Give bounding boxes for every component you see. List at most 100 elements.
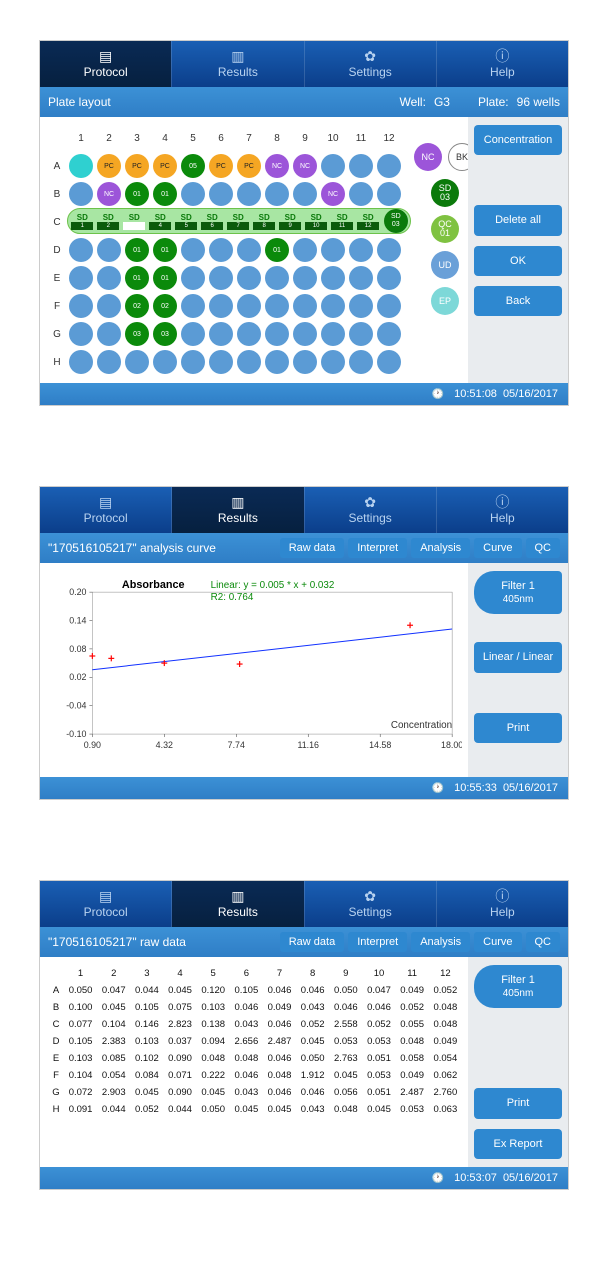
subtab-interpret[interactable]: Interpret xyxy=(348,932,407,952)
tab-protocol[interactable]: ▤Protocol xyxy=(40,487,171,533)
exreport-button[interactable]: Ex Report xyxy=(474,1129,562,1159)
tab-results[interactable]: ▥Results xyxy=(172,41,303,87)
well[interactable]: 03 xyxy=(125,322,149,346)
well[interactable]: PC xyxy=(237,154,261,178)
well[interactable]: 02 xyxy=(153,294,177,318)
well[interactable]: PC xyxy=(153,154,177,178)
well[interactable] xyxy=(293,294,317,318)
subtab-analysis[interactable]: Analysis xyxy=(411,932,470,952)
well[interactable]: NC xyxy=(265,154,289,178)
well[interactable] xyxy=(97,266,121,290)
well[interactable] xyxy=(349,266,373,290)
well[interactable] xyxy=(349,154,373,178)
well[interactable]: 01 xyxy=(265,238,289,262)
tab-protocol[interactable]: ▤Protocol xyxy=(40,41,171,87)
well[interactable] xyxy=(293,350,317,374)
well[interactable] xyxy=(321,350,345,374)
well[interactable] xyxy=(237,182,261,206)
well[interactable]: 05 xyxy=(181,154,205,178)
well[interactable] xyxy=(265,294,289,318)
well[interactable]: 03 xyxy=(153,322,177,346)
well[interactable] xyxy=(321,294,345,318)
well[interactable] xyxy=(377,154,401,178)
tab-settings[interactable]: ✿Settings xyxy=(305,881,436,927)
well[interactable] xyxy=(209,294,233,318)
well[interactable] xyxy=(377,294,401,318)
legend-qc[interactable]: QC 01 xyxy=(431,215,459,243)
subtab-raw-data[interactable]: Raw data xyxy=(280,932,344,952)
subtab-analysis[interactable]: Analysis xyxy=(411,538,470,558)
well[interactable]: 01 xyxy=(125,238,149,262)
tab-help[interactable]: ⓘHelp xyxy=(437,487,568,533)
subtab-curve[interactable]: Curve xyxy=(474,932,521,952)
well[interactable] xyxy=(209,238,233,262)
tab-help[interactable]: ⓘHelp xyxy=(437,41,568,87)
well[interactable] xyxy=(97,322,121,346)
tab-results[interactable]: ▥Results xyxy=(172,881,303,927)
well[interactable] xyxy=(69,266,93,290)
well[interactable] xyxy=(265,350,289,374)
well[interactable] xyxy=(181,266,205,290)
well[interactable] xyxy=(69,238,93,262)
well[interactable] xyxy=(377,322,401,346)
well[interactable] xyxy=(265,322,289,346)
well[interactable] xyxy=(181,322,205,346)
well[interactable] xyxy=(181,238,205,262)
legend-ud[interactable]: UD xyxy=(431,251,459,279)
well[interactable] xyxy=(209,182,233,206)
well[interactable]: PC xyxy=(125,154,149,178)
well[interactable] xyxy=(237,322,261,346)
well[interactable]: NC xyxy=(293,154,317,178)
well[interactable] xyxy=(69,322,93,346)
well[interactable]: 01 xyxy=(125,266,149,290)
well[interactable] xyxy=(293,182,317,206)
well[interactable] xyxy=(125,350,149,374)
print-button[interactable]: Print xyxy=(474,713,562,743)
back-button[interactable]: Back xyxy=(474,286,562,316)
well[interactable] xyxy=(321,154,345,178)
well[interactable] xyxy=(69,294,93,318)
well[interactable] xyxy=(97,294,121,318)
well[interactable] xyxy=(321,266,345,290)
well[interactable]: 01 xyxy=(153,266,177,290)
well[interactable] xyxy=(293,266,317,290)
well[interactable] xyxy=(209,266,233,290)
filter1-button[interactable]: Filter 1405nm xyxy=(474,571,562,614)
well[interactable] xyxy=(69,154,93,178)
well[interactable] xyxy=(349,322,373,346)
well[interactable] xyxy=(181,294,205,318)
delete-all-button[interactable]: Delete all xyxy=(474,205,562,235)
well[interactable] xyxy=(349,294,373,318)
well[interactable] xyxy=(237,266,261,290)
well[interactable] xyxy=(265,182,289,206)
well[interactable] xyxy=(209,322,233,346)
sd-ruler[interactable]: SD1SD2SD3SD4SD5SD6SD7SD8SD9SD10SD11SD12S… xyxy=(67,208,411,234)
well[interactable]: PC xyxy=(209,154,233,178)
well[interactable] xyxy=(377,238,401,262)
subtab-interpret[interactable]: Interpret xyxy=(348,538,407,558)
legend-ep[interactable]: EP xyxy=(431,287,459,315)
ok-button[interactable]: OK xyxy=(474,246,562,276)
tab-results[interactable]: ▥Results xyxy=(172,487,303,533)
well[interactable] xyxy=(69,182,93,206)
tab-protocol[interactable]: ▤Protocol xyxy=(40,881,171,927)
well[interactable] xyxy=(377,266,401,290)
subtab-curve[interactable]: Curve xyxy=(474,538,521,558)
well[interactable]: 02 xyxy=(125,294,149,318)
well[interactable] xyxy=(237,350,261,374)
well[interactable]: NC xyxy=(321,182,345,206)
tab-help[interactable]: ⓘHelp xyxy=(437,881,568,927)
well[interactable]: PC xyxy=(97,154,121,178)
well[interactable] xyxy=(237,238,261,262)
well[interactable] xyxy=(181,350,205,374)
well[interactable]: 01 xyxy=(125,182,149,206)
well[interactable] xyxy=(321,238,345,262)
well[interactable] xyxy=(321,322,345,346)
well[interactable] xyxy=(293,238,317,262)
legend-sd[interactable]: SD 03 xyxy=(431,179,459,207)
well[interactable]: NC xyxy=(97,182,121,206)
well[interactable] xyxy=(209,350,233,374)
tab-settings[interactable]: ✿Settings xyxy=(305,41,436,87)
well[interactable] xyxy=(349,238,373,262)
well[interactable]: 01 xyxy=(153,182,177,206)
